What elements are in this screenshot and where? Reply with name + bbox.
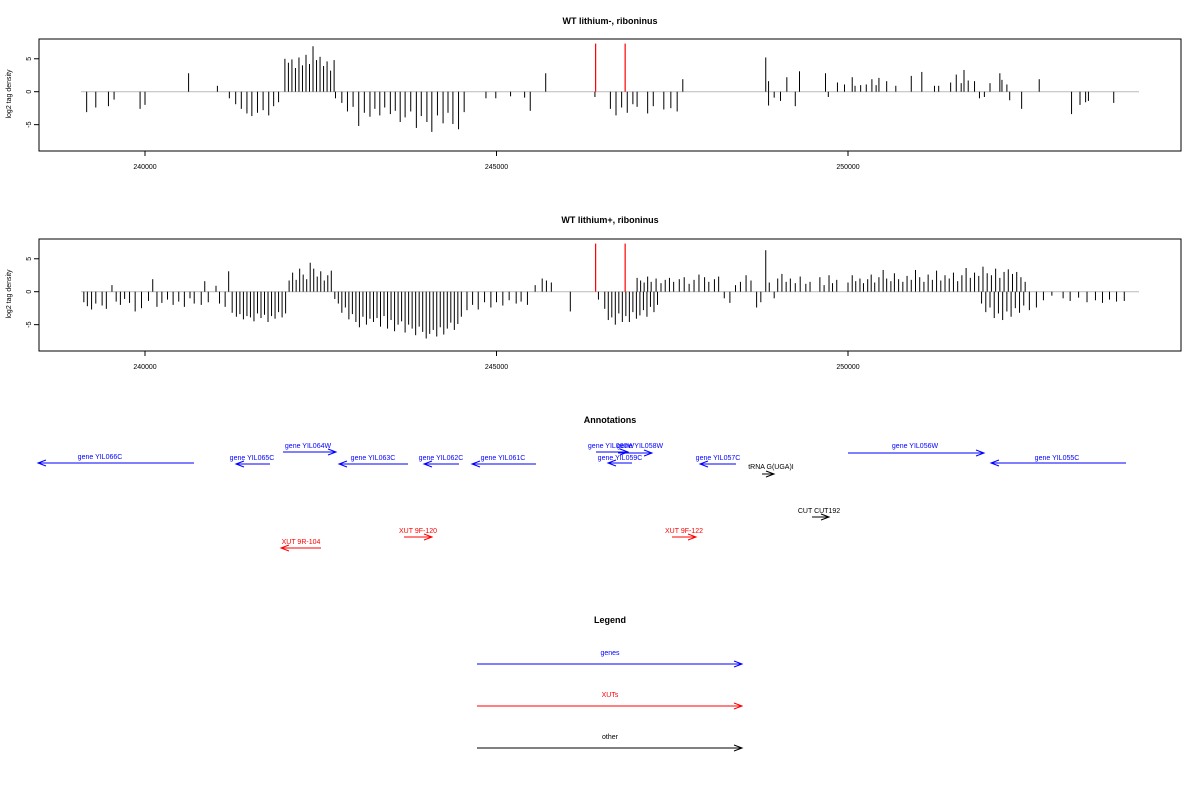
feature-label: XUT 9R-104 xyxy=(282,539,321,546)
feature-label: gene YIL060W xyxy=(588,443,635,450)
arrowhead xyxy=(279,544,290,552)
feature-gene: gene YIL064W xyxy=(283,443,338,456)
feature-xut: XUT 9F-120 xyxy=(399,528,437,541)
arrowhead xyxy=(327,448,338,456)
feature-gene: gene YIL057C xyxy=(696,455,741,468)
x-tick-label: 245000 xyxy=(485,364,508,371)
legend-label: XUTs xyxy=(602,692,619,699)
legend-item-other: other xyxy=(477,734,744,752)
feature-label: gene YIL061C xyxy=(481,455,526,462)
feature-gene: gene YIL060W xyxy=(588,443,635,456)
feature-gene: gene YIL056W xyxy=(848,443,986,457)
y-axis-label: log2 tag density xyxy=(6,69,13,119)
arrowhead xyxy=(975,449,986,457)
feature-xut: XUT 9R-104 xyxy=(279,539,321,552)
feature-label: gene YIL065C xyxy=(230,455,275,462)
feature-gene: gene YIL059C xyxy=(598,455,643,467)
arrowhead xyxy=(733,744,744,752)
legend-item-xut: XUTs xyxy=(477,692,744,710)
feature-xut: XUT 9F-122 xyxy=(665,528,703,541)
arrowhead xyxy=(422,460,433,468)
feature-label: CUT CUT192 xyxy=(798,508,840,515)
arrowhead xyxy=(337,460,348,468)
feature-gene: gene YIL061C xyxy=(470,455,536,468)
x-tick-label: 245000 xyxy=(485,164,508,171)
arrowhead xyxy=(820,513,831,521)
arrowhead xyxy=(643,449,654,457)
arrowhead xyxy=(619,448,630,456)
feature-label: gene YIL066C xyxy=(78,454,123,461)
panel-title: WT lithium-, riboninus xyxy=(563,16,658,26)
plot-frame xyxy=(38,238,1182,352)
x-tick-label: 240000 xyxy=(133,364,156,371)
annotations-panel: Annotations gene YIL066C gene YIL065C gene… xyxy=(36,415,1126,552)
feature-label: XUT 9F-120 xyxy=(399,528,437,535)
arrowhead xyxy=(698,460,709,468)
x-tick-label: 250000 xyxy=(836,164,859,171)
feature-label: gene YIL056W xyxy=(892,443,939,450)
y-axis-label: log2 tag density xyxy=(6,269,13,319)
plot-frame xyxy=(38,38,1182,152)
y-tick-label: 0 xyxy=(26,90,33,94)
y-tick-label: 0 xyxy=(26,290,33,294)
feature-label: tRNA G(UGA)I xyxy=(748,464,794,471)
feature-label: XUT 9F-122 xyxy=(665,528,703,535)
track-panel-lithium-plus: WT lithium+, riboninus log2 tag density … xyxy=(6,215,1182,371)
feature-label: gene YIL058W xyxy=(617,443,664,450)
feature-gene: gene YIL058W xyxy=(617,443,664,457)
feature-gene: gene YIL055C xyxy=(989,455,1126,467)
legend-label: other xyxy=(602,734,619,741)
track-panel-lithium-minus: WT lithium-, riboninus log2 tag density … xyxy=(6,16,1182,171)
feature-gene: gene YIL063C xyxy=(337,455,408,468)
legend-panel: Legend genes XUTs other xyxy=(477,615,744,752)
feature-other: CUT CUT192 xyxy=(798,508,840,521)
arrowhead xyxy=(733,702,744,710)
y-tick-label: -5 xyxy=(26,321,33,327)
y-tick-label: -5 xyxy=(26,121,33,127)
feature-label: gene YIL063C xyxy=(351,455,396,462)
legend-title: Legend xyxy=(594,615,626,625)
arrowhead xyxy=(470,460,481,468)
feature-label: gene YIL064W xyxy=(285,443,332,450)
legend-label: genes xyxy=(600,650,620,657)
panel-title: WT lithium+, riboninus xyxy=(561,215,658,225)
feature-gene: gene YIL066C xyxy=(36,454,194,467)
y-tick-label: 5 xyxy=(26,57,33,61)
arrowhead xyxy=(423,533,434,541)
arrowhead xyxy=(733,660,744,668)
feature-gene: gene YIL065C xyxy=(230,455,275,468)
arrowhead xyxy=(234,460,245,468)
feature-label: gene YIL062C xyxy=(419,455,464,462)
arrowhead xyxy=(765,470,776,478)
feature-label: gene YIL059C xyxy=(598,455,643,462)
feature-gene: gene YIL062C xyxy=(419,455,464,468)
feature-label: gene YIL055C xyxy=(1035,455,1080,462)
annotations-title: Annotations xyxy=(584,415,637,425)
arrowhead xyxy=(36,459,47,467)
legend-item-gene: genes xyxy=(477,650,744,668)
feature-other: tRNA G(UGA)I xyxy=(748,464,794,478)
arrowhead xyxy=(989,459,1000,467)
arrowhead xyxy=(687,533,698,541)
y-tick-label: 5 xyxy=(26,257,33,261)
x-tick-label: 250000 xyxy=(836,364,859,371)
arrowhead xyxy=(606,459,617,467)
feature-label: gene YIL057C xyxy=(696,455,741,462)
x-tick-label: 240000 xyxy=(133,164,156,171)
